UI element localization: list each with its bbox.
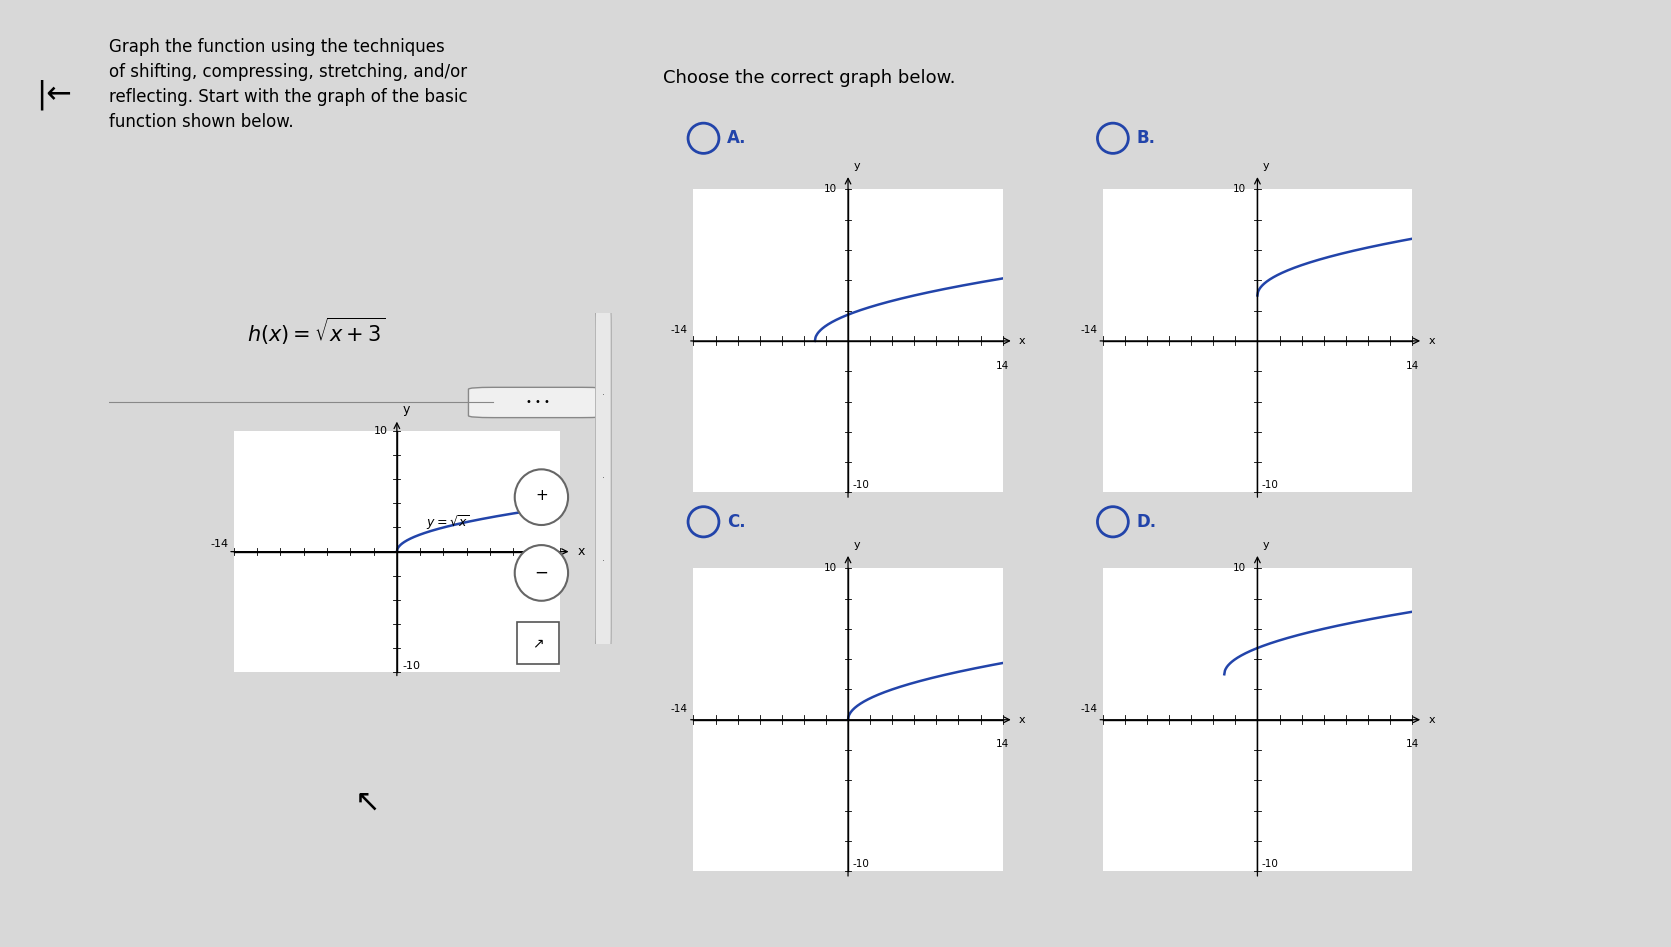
Text: x: x xyxy=(1429,336,1435,346)
Text: −: − xyxy=(535,563,548,582)
Text: y: y xyxy=(854,161,861,171)
Text: ↖: ↖ xyxy=(354,788,381,816)
Text: $h(x) = \sqrt{x + 3}$: $h(x) = \sqrt{x + 3}$ xyxy=(247,316,384,347)
Text: -10: -10 xyxy=(852,859,869,868)
Text: D.: D. xyxy=(1136,512,1156,531)
Text: x: x xyxy=(576,545,585,558)
Text: 10: 10 xyxy=(824,185,837,194)
Text: 14: 14 xyxy=(553,566,566,576)
Text: +: + xyxy=(535,489,548,504)
Circle shape xyxy=(515,470,568,525)
Text: -14: -14 xyxy=(1081,705,1098,714)
Text: -10: -10 xyxy=(852,480,869,490)
Text: A.: A. xyxy=(727,129,747,148)
Text: ·: · xyxy=(602,390,605,401)
Text: -14: -14 xyxy=(1081,326,1098,335)
Text: 10: 10 xyxy=(1233,185,1247,194)
Text: B.: B. xyxy=(1136,129,1155,148)
Text: 14: 14 xyxy=(996,361,1009,370)
Text: x: x xyxy=(1019,336,1026,346)
Text: -10: -10 xyxy=(403,661,421,671)
FancyBboxPatch shape xyxy=(595,302,612,653)
Text: C.: C. xyxy=(727,512,745,531)
Text: $y = \sqrt{x}$: $y = \sqrt{x}$ xyxy=(426,513,470,532)
Circle shape xyxy=(515,545,568,600)
Text: y: y xyxy=(1263,161,1270,171)
Text: ·: · xyxy=(602,556,605,566)
Text: -10: -10 xyxy=(1262,859,1278,868)
Text: 14: 14 xyxy=(996,740,1009,749)
Text: -10: -10 xyxy=(1262,480,1278,490)
Text: • • •: • • • xyxy=(526,398,550,407)
Text: 10: 10 xyxy=(1233,563,1247,573)
Text: x: x xyxy=(1019,715,1026,724)
Text: |←: |← xyxy=(37,80,72,110)
Text: y: y xyxy=(1263,540,1270,550)
Text: -14: -14 xyxy=(672,326,688,335)
Text: y: y xyxy=(854,540,861,550)
Text: y: y xyxy=(403,403,409,417)
Text: x: x xyxy=(1429,715,1435,724)
Text: -14: -14 xyxy=(211,540,229,549)
Text: -14: -14 xyxy=(672,705,688,714)
Text: ↗: ↗ xyxy=(533,636,543,650)
Text: ·: · xyxy=(602,474,605,483)
FancyBboxPatch shape xyxy=(468,387,607,418)
FancyBboxPatch shape xyxy=(516,622,560,664)
Text: 10: 10 xyxy=(374,426,388,436)
Text: 14: 14 xyxy=(1405,740,1419,749)
Text: 10: 10 xyxy=(824,563,837,573)
Text: Graph the function using the techniques
of shifting, compressing, stretching, an: Graph the function using the techniques … xyxy=(109,38,468,131)
Text: Choose the correct graph below.: Choose the correct graph below. xyxy=(663,68,956,87)
Text: 14: 14 xyxy=(1405,361,1419,370)
